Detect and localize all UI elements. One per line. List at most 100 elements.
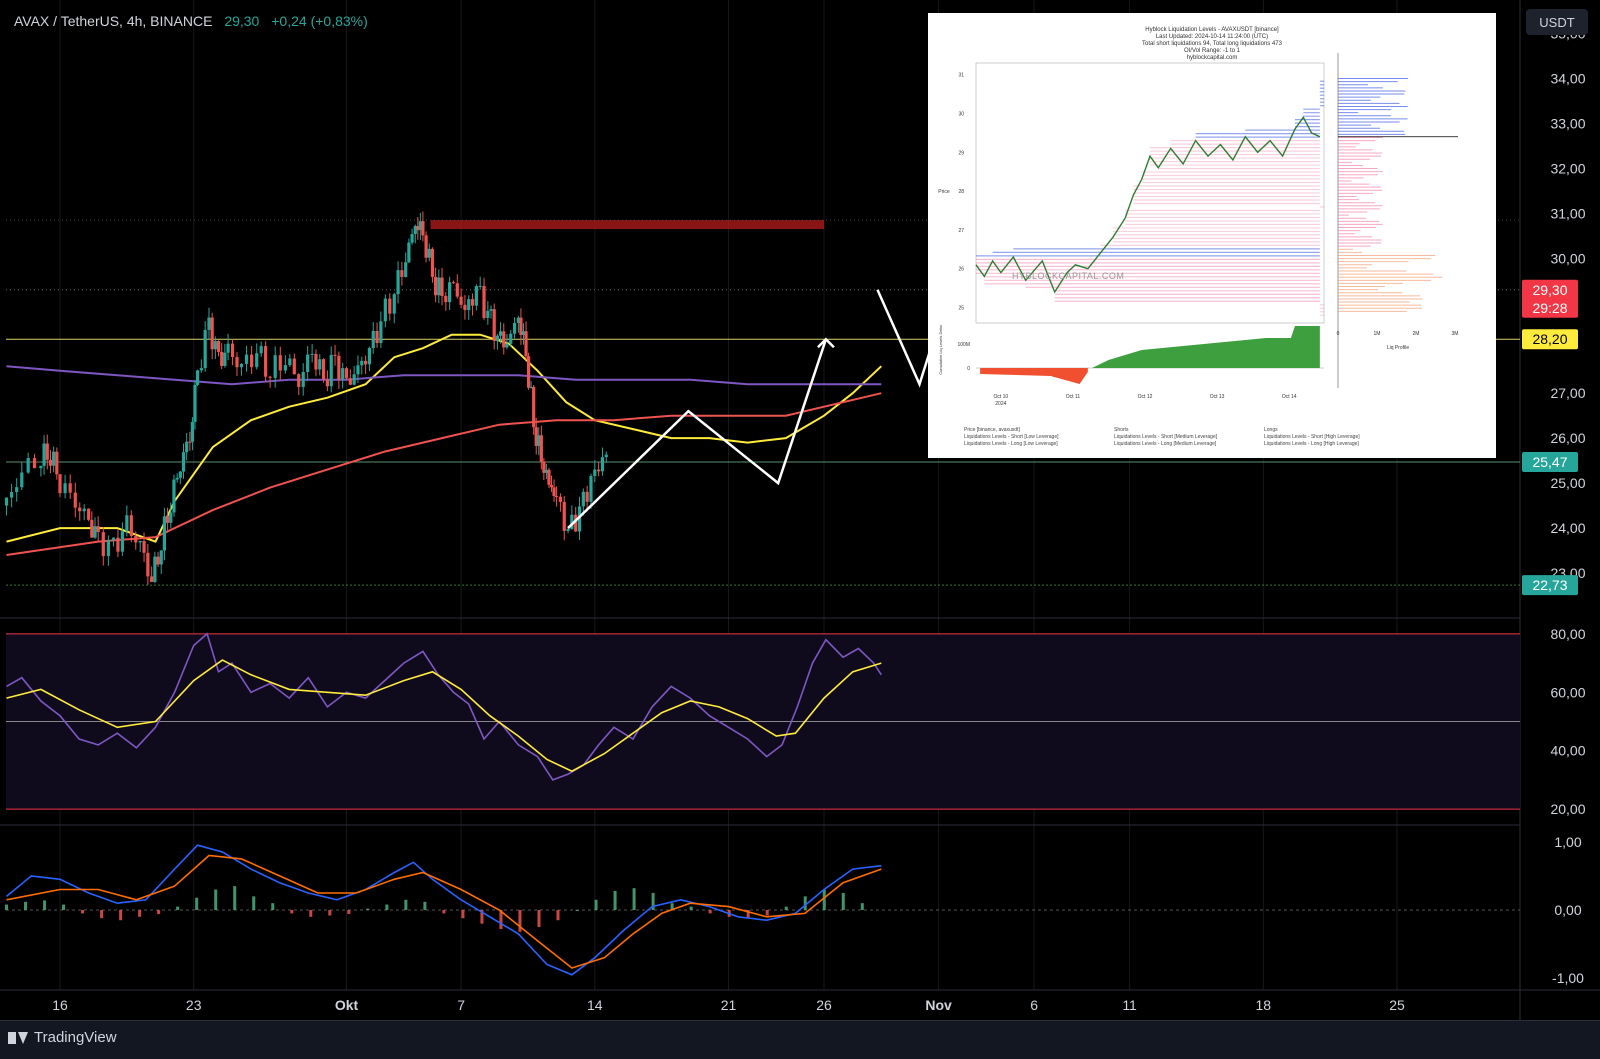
candle-body xyxy=(90,519,94,538)
candle-body xyxy=(230,343,235,358)
candle-body xyxy=(544,469,549,473)
macd-histogram-bar xyxy=(271,903,275,910)
candle-body xyxy=(255,353,259,368)
symbol-name[interactable]: AVAX / TetherUS, 4h, BINANCE xyxy=(14,13,213,29)
candle-body xyxy=(150,576,154,582)
inset-title-block: Hyblock Liquidation Levels - AVAXUSDT [b… xyxy=(928,27,1496,62)
profile-label: Liq Profile xyxy=(1387,345,1409,351)
candle-body xyxy=(333,354,337,356)
candle-body xyxy=(424,235,428,258)
candle-body xyxy=(421,221,425,236)
macd-histogram-bar xyxy=(214,889,218,910)
candle-body xyxy=(364,360,368,365)
macd-histogram-bar xyxy=(309,910,313,917)
tradingview-logo[interactable]: TradingView xyxy=(8,1029,117,1046)
candle-body xyxy=(451,282,456,284)
candle-body xyxy=(203,329,207,369)
price-tag: 22,73 xyxy=(1522,575,1578,596)
candle-body xyxy=(288,358,292,366)
moving-averages xyxy=(6,333,882,556)
candle-body xyxy=(549,484,554,488)
macd-histogram-bar xyxy=(651,892,655,910)
candle-body xyxy=(589,475,593,502)
macd-histogram-bar xyxy=(62,904,66,910)
candle-body xyxy=(244,354,249,364)
candle-body xyxy=(325,379,329,387)
time-axis-label: 21 xyxy=(721,997,737,1013)
price-change: +0,24 (+0,83%) xyxy=(271,13,368,29)
candle-body xyxy=(213,341,217,350)
price-tag-label: 29:28 xyxy=(1532,300,1567,316)
candle-body xyxy=(52,451,56,466)
candle-body xyxy=(93,526,97,538)
candle-body xyxy=(375,330,379,344)
candle-body xyxy=(68,483,72,493)
liquidation-inset: 31 30 29 28 27 26 25 Price 100M 0 Cumulative Liq L… xyxy=(928,13,1496,458)
candle-body xyxy=(159,550,163,565)
candle-body xyxy=(604,454,608,458)
candle-body xyxy=(367,347,372,365)
candle-body xyxy=(297,374,301,387)
candle-body xyxy=(498,331,503,336)
price-tag: 29:28 xyxy=(1522,297,1578,318)
macd-histogram-bar xyxy=(708,910,712,914)
candle-body xyxy=(306,354,310,372)
candle-body xyxy=(178,471,182,478)
candle-body xyxy=(82,508,86,512)
inset-chart: 31 30 29 28 27 26 25 Price 100M 0 Cumulative Liq L… xyxy=(938,53,1458,407)
candle-body xyxy=(542,461,546,473)
price-axis: 35,0034,0033,0032,0031,0030,0027,0026,00… xyxy=(1550,25,1585,986)
candle-body xyxy=(96,526,100,533)
candle-body xyxy=(410,234,414,243)
candle-body xyxy=(20,472,24,488)
macd-histogram-bar xyxy=(822,889,826,910)
price-axis-label: 34,00 xyxy=(1550,70,1585,86)
time-axis: 16 23 Okt 7 14 21 26 Nov 6 11 18 25 xyxy=(52,997,1405,1013)
macd-histogram-bar xyxy=(461,910,465,919)
candle-body xyxy=(539,435,543,462)
candle-body xyxy=(555,496,559,498)
candle-body xyxy=(552,487,556,497)
macd-histogram-bar xyxy=(499,910,503,930)
candle-body xyxy=(455,283,459,297)
inset-title-line: Last Updated: 2024-10-14 11:24:00 (UTC) xyxy=(1155,34,1269,40)
inset-title-line: OI/Vol Range: -1 to 1 xyxy=(1183,48,1241,54)
candle-body xyxy=(273,355,277,378)
zigzag-line xyxy=(567,338,828,529)
macd-histogram-bar xyxy=(366,908,370,910)
price-tag-label: 28,20 xyxy=(1532,331,1567,347)
candle-body xyxy=(181,452,186,472)
macd-histogram-bar xyxy=(765,910,769,916)
price-tag: 29,30 xyxy=(1522,279,1578,300)
macd-axis-label: 0,00 xyxy=(1554,902,1581,918)
price-tag-bg xyxy=(1522,329,1578,350)
price-candles xyxy=(4,211,608,585)
candle-body xyxy=(348,378,352,385)
inset-frame xyxy=(975,62,1325,324)
candle-body xyxy=(101,532,105,557)
macd-histogram-bar xyxy=(138,910,142,917)
candle-body xyxy=(146,552,150,577)
tradingview-logo-icon xyxy=(8,1031,28,1044)
candle-body xyxy=(250,354,254,368)
candle-body xyxy=(32,458,37,469)
candle-body xyxy=(416,226,420,231)
price-tags: 29,30 29:28 28,20 25,47 22,73 xyxy=(1522,279,1578,596)
candle-body xyxy=(524,331,528,357)
macd-histogram-bar xyxy=(860,903,864,910)
candle-body xyxy=(78,507,82,512)
candle-body xyxy=(581,491,585,507)
candle-body xyxy=(301,371,305,387)
candle-body xyxy=(593,469,597,476)
legend-entry: Liquidations Levels - Long [High Leverag… xyxy=(1264,441,1359,447)
currency-button[interactable]: USDT xyxy=(1526,9,1588,35)
price-axis-label: 26,00 xyxy=(1550,430,1585,446)
candle-body xyxy=(437,277,441,296)
legend-entry: Liquidations Levels - Short [High Levera… xyxy=(1264,434,1360,440)
candle-body xyxy=(129,515,133,536)
legend-entry: Liquidations Levels - Long [Medium Lever… xyxy=(1114,441,1217,447)
signal-line xyxy=(6,854,882,969)
candle-body xyxy=(570,514,574,529)
price-tag-bg xyxy=(1522,575,1578,596)
